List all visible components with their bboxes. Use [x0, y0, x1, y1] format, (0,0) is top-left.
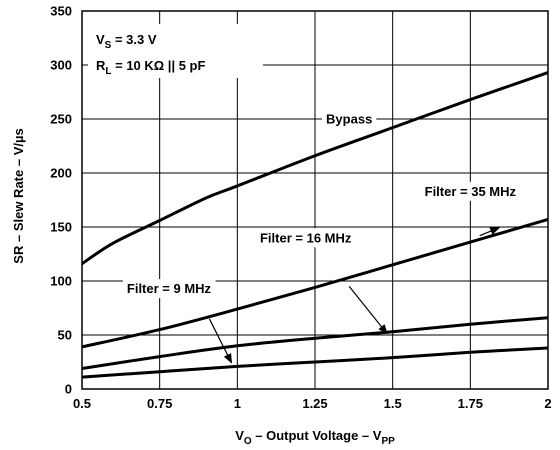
annotation-background — [122, 279, 216, 299]
x-tick-label: 0.5 — [73, 396, 91, 411]
annotation-filter-9-mhz: Filter = 9 MHz — [127, 281, 212, 296]
y-axis-label: SR – Slew Rate – V/µs — [11, 128, 26, 263]
annotation-bypass: Bypass — [326, 112, 372, 127]
annotation-background — [420, 181, 521, 201]
y-tick-label: 150 — [50, 220, 72, 235]
annotation-arrow-filter-35-mhz — [479, 227, 501, 237]
series-line-bypass — [81, 71, 549, 265]
conditions-background — [88, 24, 263, 78]
plot-frame — [81, 10, 549, 390]
annotation-arrow-filter-16-mhz — [348, 286, 388, 335]
y-tick-label: 300 — [50, 58, 72, 73]
y-tick-label: 50 — [58, 328, 72, 343]
data-series — [81, 71, 549, 379]
x-tick-label: 1 — [234, 396, 241, 411]
annotation-background — [255, 228, 356, 248]
y-tick-label: 0 — [65, 382, 72, 397]
x-tick-label: 0.75 — [147, 396, 172, 411]
condition-rl: RL = 10 KΩ || 5 pF — [96, 58, 205, 77]
condition-vs: VS = 3.3 V — [96, 32, 157, 51]
y-tick-label: 200 — [50, 166, 72, 181]
x-tick-label: 2 — [544, 396, 551, 411]
x-tick-labels: 0.5 0.75 1 1.25 1.5 1.75 2 — [73, 396, 552, 411]
y-tick-label: 100 — [50, 274, 72, 289]
series-line-filter-35-mhz — [81, 218, 549, 349]
y-tick-labels: 0 50 100 150 200 250 300 350 — [50, 4, 72, 397]
annotation-background — [322, 109, 377, 129]
annotation-arrow-filter-9-mhz — [208, 318, 233, 364]
y-tick-label: 350 — [50, 4, 72, 19]
x-tick-label: 1.5 — [384, 396, 402, 411]
y-tick-label: 250 — [50, 112, 72, 127]
x-tick-label: 1.25 — [302, 396, 327, 411]
annotation-filter-16-mhz: Filter = 16 MHz — [260, 230, 352, 245]
series-line-filter-9-mhz — [81, 346, 549, 379]
x-tick-label: 1.75 — [458, 396, 483, 411]
annotation-filter-35-mhz: Filter = 35 MHz — [425, 184, 517, 199]
x-axis-label: VO – Output Voltage – VPP — [235, 428, 395, 447]
series-line-filter-16-mhz — [81, 316, 549, 370]
series-annotations: Bypass Filter = 35 MHz Filter = 16 MHz Filt… — [122, 109, 521, 364]
